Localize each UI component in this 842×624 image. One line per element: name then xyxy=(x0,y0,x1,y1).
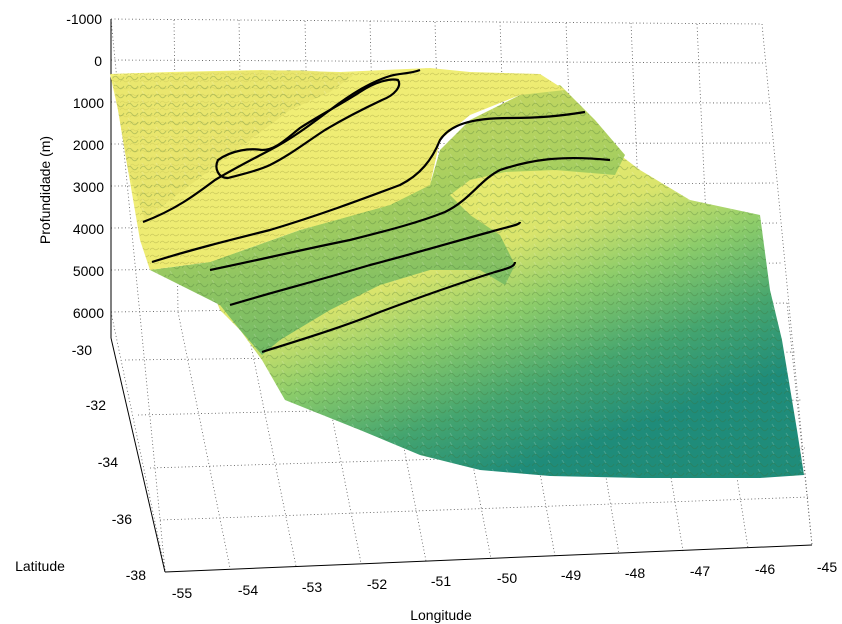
contour-3000 xyxy=(229,221,522,307)
x-tick-label: -48 xyxy=(625,565,645,581)
x-tick-label: -49 xyxy=(561,567,581,583)
contour-4000 xyxy=(261,261,517,354)
z-tick-label: 6000 xyxy=(73,305,104,321)
z-axis-label: Profundidade (m) xyxy=(37,136,53,244)
y-tick-label: -34 xyxy=(98,454,118,470)
z-tick-label: 5000 xyxy=(73,263,104,279)
coastline-contour xyxy=(142,68,421,224)
z-tick-label: 3000 xyxy=(73,179,104,195)
x-axis-label: Longitude xyxy=(410,607,472,623)
y-tick-label: -30 xyxy=(72,342,92,358)
depth-contours xyxy=(142,68,611,354)
z-tick-label: 0 xyxy=(94,53,102,69)
z-ticks: -1000 0 1000 2000 3000 4000 5000 6000 xyxy=(66,11,104,321)
x-tick-label: -50 xyxy=(497,570,517,586)
contour-shelf-break xyxy=(151,110,586,264)
z-tick-label: -1000 xyxy=(66,11,102,27)
z-tick-label: 4000 xyxy=(73,221,104,237)
z-tick-label: 2000 xyxy=(73,137,104,153)
y-ticks: -30 -32 -34 -36 -38 xyxy=(72,342,146,583)
x-tick-label: -53 xyxy=(302,579,322,595)
y-tick-label: -38 xyxy=(126,567,146,583)
x-tick-label: -55 xyxy=(172,585,192,601)
x-tick-label: -52 xyxy=(367,576,387,592)
y-tick-label: -32 xyxy=(86,397,106,413)
x-tick-label: -45 xyxy=(817,559,837,575)
x-ticks: -55 -54 -53 -52 -51 -50 -49 -48 -47 -46 … xyxy=(172,559,837,601)
x-tick-label: -46 xyxy=(755,561,775,577)
y-axis-label: Latitude xyxy=(15,558,65,574)
bathymetry-surface xyxy=(110,68,804,478)
lagoon-contour xyxy=(215,78,401,180)
x-tick-label: -51 xyxy=(431,573,451,589)
x-tick-label: -54 xyxy=(238,582,258,598)
x-tick-label: -47 xyxy=(690,563,710,579)
contour-2000 xyxy=(209,156,611,272)
axis-lines xyxy=(110,19,813,573)
y-tick-label: -36 xyxy=(112,511,132,527)
z-tick-label: 1000 xyxy=(73,95,104,111)
